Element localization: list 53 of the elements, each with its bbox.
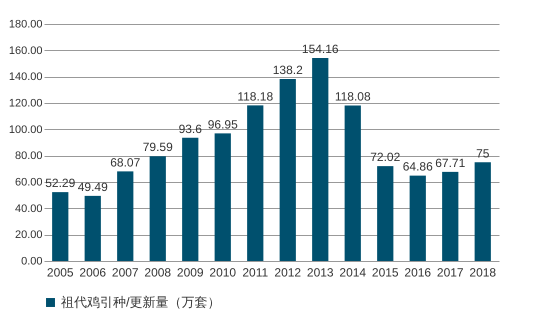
x-tick-label: 2014 [339,266,366,280]
bar [182,138,198,261]
bar [410,176,426,261]
x-tick-label: 2012 [274,266,302,280]
data-label: 72.02 [370,150,401,164]
y-tick-label: 40.00 [14,202,42,215]
bar [280,79,296,261]
x-tick-label: 2017 [436,266,464,280]
bar [474,162,491,261]
data-label: 118.08 [334,90,371,104]
x-tick-label: 2008 [144,266,172,280]
data-label: 138.2 [272,63,304,78]
x-tick-label: 2018 [469,266,496,280]
legend-label: 祖代鸡引种/更新量（万套） [61,294,221,310]
data-label: 75 [476,146,490,160]
x-tick-label: 2007 [112,266,139,280]
data-label: 67.71 [435,156,466,170]
bar [312,58,328,261]
x-tick-label: 2013 [306,266,334,280]
bar [377,166,394,261]
data-label: 49.49 [78,180,108,194]
y-tick-label: 180.00 [8,18,42,30]
bar [344,106,361,261]
bar [214,133,231,261]
data-label: 64.86 [402,160,434,174]
x-tick-label: 2016 [404,266,432,280]
bar [442,172,458,261]
x-tick-label: 2006 [79,266,106,280]
y-tick-label: 160.00 [8,44,42,57]
data-label: 96.95 [208,117,238,132]
data-label: 52.29 [45,176,76,190]
y-tick-label: 60.00 [14,176,42,188]
y-tick-label: 120.00 [8,98,42,110]
y-tick-label: 80.00 [14,150,42,162]
bar [150,156,166,261]
data-label: 79.59 [142,140,174,154]
bar [52,192,68,261]
y-tick-label: 20.00 [14,229,42,242]
bar [117,171,134,261]
data-label: 118.18 [237,89,274,104]
x-tick-label: 2005 [46,266,74,280]
data-label: 93.6 [178,122,202,136]
x-tick-label: 2010 [209,266,236,280]
data-label: 154.16 [302,42,339,56]
bar [247,105,264,261]
x-tick-label: 2015 [372,266,399,280]
y-tick-label: 0.00 [21,256,42,268]
bar [84,196,101,261]
x-tick-label: 2011 [242,266,268,280]
y-tick-label: 100.00 [8,124,42,136]
data-label: 68.07 [110,155,141,170]
x-tick-label: 2009 [176,266,204,280]
y-tick-label: 140.00 [8,71,42,84]
